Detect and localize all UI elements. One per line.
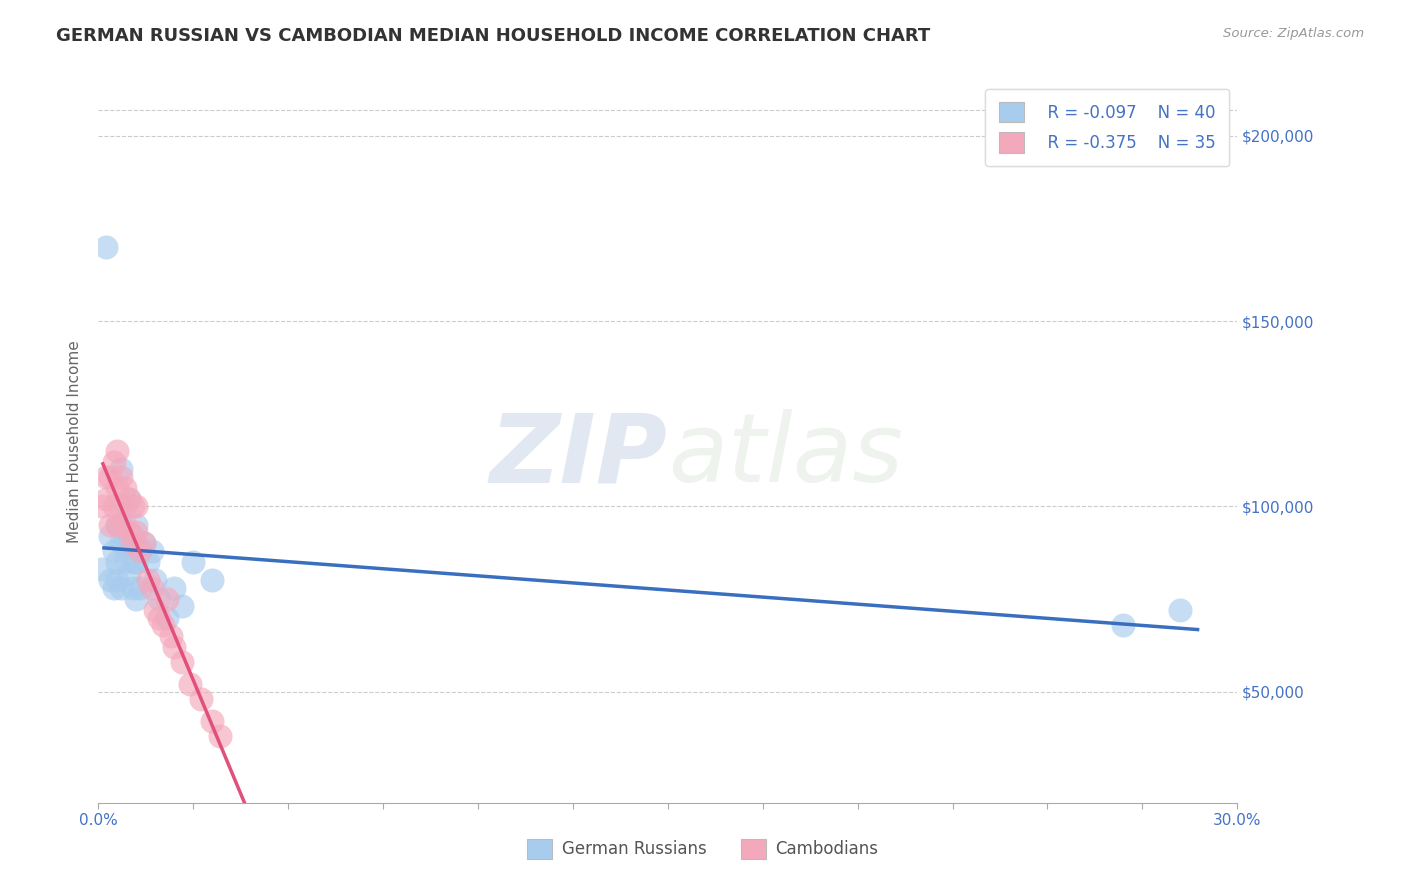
Point	[107, 555, 129, 569]
Point	[152, 618, 174, 632]
Point	[107, 443, 129, 458]
Point	[156, 610, 179, 624]
Point	[156, 592, 179, 607]
Point	[91, 562, 114, 576]
Point	[201, 574, 224, 588]
Point	[114, 517, 136, 532]
Point	[118, 566, 141, 580]
Point	[94, 240, 117, 254]
Point	[136, 555, 159, 569]
Point	[98, 469, 121, 483]
Point	[98, 529, 121, 543]
Point	[163, 640, 186, 655]
Point	[114, 555, 136, 569]
Point	[125, 555, 148, 569]
Point	[183, 555, 205, 569]
Point	[121, 500, 143, 514]
Point	[125, 517, 148, 532]
Point	[118, 491, 141, 506]
Point	[94, 491, 117, 506]
Point	[103, 455, 125, 469]
Point	[190, 692, 212, 706]
Point	[110, 536, 132, 550]
Point	[125, 592, 148, 607]
Point	[94, 469, 117, 483]
Point	[114, 481, 136, 495]
Point	[141, 544, 163, 558]
Point	[132, 536, 155, 550]
Point	[125, 525, 148, 540]
Point	[118, 536, 141, 550]
Text: ZIP: ZIP	[489, 409, 668, 502]
Point	[114, 529, 136, 543]
Point	[129, 544, 152, 558]
Point	[125, 536, 148, 550]
Point	[107, 517, 129, 532]
Point	[110, 581, 132, 595]
Point	[103, 544, 125, 558]
Point	[118, 525, 141, 540]
Point	[107, 574, 129, 588]
Point	[163, 581, 186, 595]
Point	[114, 500, 136, 514]
Point	[110, 469, 132, 483]
Point	[110, 462, 132, 476]
Legend: German Russians, Cambodians: German Russians, Cambodians	[520, 832, 886, 866]
Point	[170, 599, 193, 614]
Text: GERMAN RUSSIAN VS CAMBODIAN MEDIAN HOUSEHOLD INCOME CORRELATION CHART: GERMAN RUSSIAN VS CAMBODIAN MEDIAN HOUSE…	[56, 27, 931, 45]
Point	[98, 517, 121, 532]
Point	[121, 581, 143, 595]
Point	[141, 581, 163, 595]
Point	[201, 714, 224, 729]
Point	[129, 544, 152, 558]
Point	[159, 629, 181, 643]
Point	[110, 517, 132, 532]
Point	[121, 555, 143, 569]
Point	[91, 500, 114, 514]
Point	[145, 603, 167, 617]
Point	[208, 729, 231, 743]
Point	[121, 536, 143, 550]
Y-axis label: Median Household Income: Median Household Income	[67, 340, 83, 543]
Point	[129, 581, 152, 595]
Point	[179, 677, 201, 691]
Text: atlas: atlas	[668, 409, 903, 502]
Point	[170, 655, 193, 669]
Point	[121, 529, 143, 543]
Point	[148, 610, 170, 624]
Point	[118, 491, 141, 506]
Text: Source: ZipAtlas.com: Source: ZipAtlas.com	[1223, 27, 1364, 40]
Point	[107, 481, 129, 495]
Point	[103, 500, 125, 514]
Point	[98, 574, 121, 588]
Point	[136, 574, 159, 588]
Point	[110, 500, 132, 514]
Point	[132, 536, 155, 550]
Point	[148, 592, 170, 607]
Point	[107, 517, 129, 532]
Point	[125, 500, 148, 514]
Point	[103, 581, 125, 595]
Point	[1170, 603, 1192, 617]
Point	[1112, 618, 1135, 632]
Point	[145, 574, 167, 588]
Legend:   R = -0.097    N = 40,   R = -0.375    N = 35: R = -0.097 N = 40, R = -0.375 N = 35	[986, 88, 1229, 166]
